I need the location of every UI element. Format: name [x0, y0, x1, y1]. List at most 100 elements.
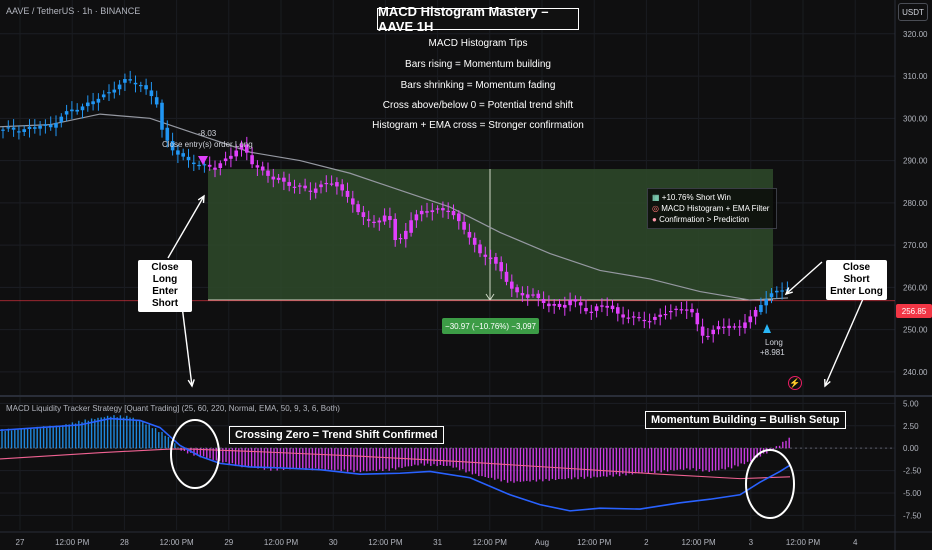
- alert-bolt-icon[interactable]: ⚡: [788, 376, 802, 390]
- candle-body: [260, 166, 265, 171]
- candle-body: [308, 190, 313, 192]
- close-long-callout: Close Long Enter Short: [138, 260, 192, 312]
- candles: [1, 70, 790, 344]
- candle-body: [727, 325, 731, 329]
- price-tick-label: 240.00: [903, 368, 928, 377]
- candle-body: [234, 150, 238, 157]
- crossing-zero-callout: Crossing Zero = Trend Shift Confirmed: [229, 426, 444, 444]
- candle-body: [213, 167, 217, 170]
- candle-body: [287, 182, 291, 186]
- candle-body: [658, 314, 662, 317]
- time-tick-label: 12:00 PM: [786, 538, 821, 547]
- time-tick-label: 12:00 PM: [55, 538, 90, 547]
- candle-body: [382, 215, 387, 222]
- candle-body: [176, 150, 180, 155]
- candle-body: [430, 210, 435, 213]
- candle-body: [340, 184, 344, 191]
- candle-body: [27, 126, 32, 130]
- candle-body: [711, 329, 715, 335]
- time-tick-label: 12:00 PM: [264, 538, 299, 547]
- candle-body: [483, 254, 488, 257]
- candle-body: [43, 124, 48, 126]
- trade-summary-box: ▦ +10.76% Short Win ◎ MACD Histogram + E…: [647, 188, 777, 229]
- tips-heading: MACD Histogram Tips: [428, 38, 528, 49]
- price-tick-label: 300.00: [903, 114, 928, 123]
- candle-body: [753, 309, 758, 317]
- candle-body: [419, 210, 424, 215]
- candle-body: [642, 319, 647, 322]
- candle-body: [266, 170, 270, 176]
- candle-body: [372, 221, 376, 224]
- price-tick-label: 320.00: [903, 30, 928, 39]
- axes: 240.00250.00260.00270.00280.00290.00300.…: [16, 30, 928, 547]
- short-entry-marker: [198, 156, 208, 165]
- currency-button[interactable]: USDT: [898, 3, 928, 21]
- time-tick-label: 12:00 PM: [577, 538, 612, 547]
- candle-body: [17, 131, 21, 133]
- candle-body: [1, 129, 5, 131]
- candle-body: [271, 176, 276, 180]
- candle-body: [218, 163, 223, 169]
- candle-body: [684, 309, 689, 311]
- candle-body: [425, 211, 429, 213]
- candle-body: [600, 305, 604, 307]
- close-long-arrow-down-head: [187, 379, 195, 388]
- time-tick-label: 2: [644, 538, 649, 547]
- last-price-tag: 256.85: [896, 304, 932, 318]
- candle-body: [748, 316, 753, 323]
- candle-body: [393, 218, 397, 241]
- candle-body: [472, 237, 477, 245]
- candle-body: [621, 314, 625, 318]
- candle-body: [361, 212, 366, 218]
- candle-body: [457, 213, 461, 222]
- candle-body: [589, 311, 594, 313]
- close-short-arrow-up: [785, 261, 823, 295]
- indicator-name[interactable]: MACD Liquidity Tracker Strategy [Quant T…: [6, 404, 340, 413]
- candle-body: [107, 92, 111, 94]
- signal-line: [0, 448, 791, 480]
- candle-body: [250, 155, 254, 165]
- candle-body: [637, 317, 641, 319]
- candle-body: [616, 307, 620, 314]
- time-tick-label: 31: [433, 538, 442, 547]
- candle-body: [324, 182, 329, 185]
- candle-body: [11, 127, 16, 130]
- price-tick-label: 290.00: [903, 157, 928, 166]
- candle-body: [780, 290, 784, 292]
- chart-up-icon: ▦: [652, 193, 660, 202]
- candle-body: [192, 162, 196, 165]
- candle-body: [96, 98, 101, 103]
- candle-body: [154, 97, 159, 105]
- time-tick-label: 12:00 PM: [368, 538, 403, 547]
- range-measure-label: −30.97 (−10.76%) −3,097: [442, 318, 539, 334]
- candle-body: [775, 290, 779, 293]
- candle-body: [229, 155, 233, 159]
- candle-body: [91, 101, 95, 105]
- price-tick-label: 280.00: [903, 199, 928, 208]
- exit-order-label: Close entry(s) order Long: [162, 140, 253, 149]
- candle-body: [536, 293, 541, 299]
- macd-histogram: [1, 415, 790, 483]
- symbol-title[interactable]: AAVE / TetherUS · 1h · BINANCE: [6, 6, 141, 16]
- candle-body: [435, 208, 440, 210]
- candle-body: [578, 302, 583, 306]
- candle-body: [510, 281, 514, 289]
- candle-body: [568, 300, 572, 306]
- crossing-zero-circle: [170, 419, 220, 489]
- candle-body: [202, 164, 207, 166]
- close-short-arrow-down-head: [824, 378, 831, 388]
- candle-body: [610, 305, 615, 310]
- annotation-graphics: [167, 156, 867, 519]
- candle-body: [298, 185, 302, 187]
- candle-body: [33, 127, 37, 129]
- close-long-arrow-up: [167, 195, 205, 259]
- candle-body: [525, 294, 530, 298]
- price-tick-label: 260.00: [903, 283, 928, 292]
- summary-line: ● Confirmation > Prediction: [652, 215, 750, 224]
- candle-body: [594, 306, 599, 311]
- price-tick-label: 310.00: [903, 72, 928, 81]
- chart-title: MACD Histogram Mastery – AAVE 1H: [377, 4, 579, 34]
- candle-body: [255, 165, 260, 168]
